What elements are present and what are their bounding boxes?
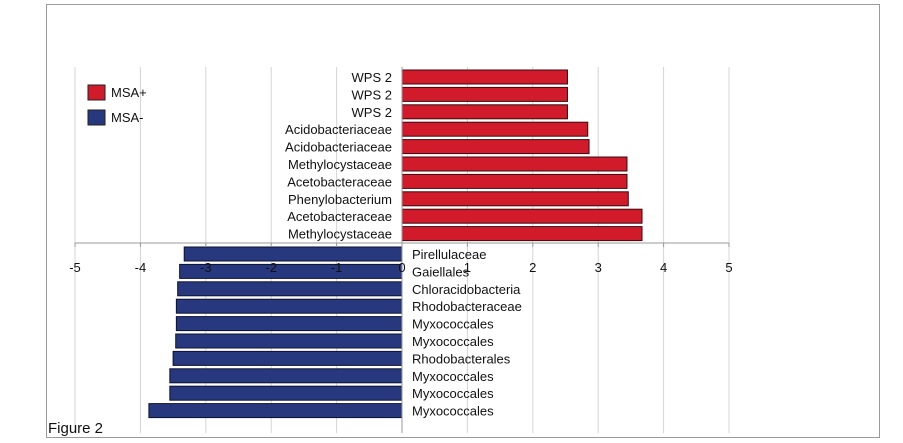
bar-positive	[401, 121, 589, 137]
bar-negative	[172, 350, 403, 366]
tick-label: 1	[464, 260, 471, 275]
legend-swatch	[87, 109, 106, 126]
category-label: WPS 2	[352, 70, 392, 85]
category-label: Pirellulaceae	[412, 247, 486, 262]
bar-negative	[179, 263, 403, 279]
category-label: Rhodobacterales	[412, 351, 511, 366]
category-label: Acidobacteriaceae	[285, 122, 392, 137]
bar-positive	[401, 208, 643, 224]
bar-positive	[401, 173, 628, 189]
bar-negative	[183, 246, 403, 262]
legend-label: MSA-	[111, 110, 144, 125]
tick-label: 3	[595, 260, 602, 275]
tick-label: -2	[265, 260, 277, 275]
tick-label: -4	[135, 260, 147, 275]
bar-negative	[169, 368, 403, 384]
category-label: Acetobacteraceae	[287, 209, 392, 224]
chart-frame: -5 -4 -3 -2 -1 0 1 2 3 4 5 WPS 2 WPS 2 WPS 2 Acidobac…	[46, 4, 880, 438]
x-axis: -5 -4 -3 -2 -1 0 1 2 3 4 5	[69, 67, 733, 433]
category-label: WPS 2	[352, 87, 392, 102]
category-label: WPS 2	[352, 105, 392, 120]
bar-negative	[175, 316, 403, 332]
category-label: Myxococcales	[412, 317, 494, 332]
category-label: Methylocystaceae	[288, 227, 392, 242]
bar-positive	[401, 191, 629, 207]
tick-label: -3	[200, 260, 212, 275]
legend-label: MSA+	[111, 85, 147, 100]
category-label: Acetobacteraceae	[287, 174, 392, 189]
category-label: Gaiellales	[412, 264, 470, 279]
bar-positive	[401, 139, 590, 155]
bar-positive	[401, 226, 643, 242]
category-label: Acidobacteriaceae	[285, 140, 392, 155]
category-label: Rhodobacteraceae	[412, 299, 522, 314]
category-label: Myxococcales	[412, 334, 494, 349]
tick-label: 4	[660, 260, 667, 275]
bar-positive	[401, 156, 628, 172]
legend-swatch	[87, 84, 106, 101]
tick-label: 2	[529, 260, 536, 275]
tick-label: 0	[398, 260, 405, 275]
bar-chart: -5 -4 -3 -2 -1 0 1 2 3 4 5 WPS 2 WPS 2 WPS 2 Acidobac…	[69, 67, 733, 433]
bar-negative	[175, 333, 403, 349]
bars	[148, 69, 643, 419]
tick-label: 5	[725, 260, 732, 275]
category-label: Myxococcales	[412, 369, 494, 384]
bar-positive	[401, 86, 568, 102]
category-labels: WPS 2 WPS 2 WPS 2 Acidobacteriaceae Acidobac…	[285, 70, 522, 419]
bar-negative	[175, 298, 403, 314]
bar-positive	[401, 104, 568, 120]
category-label: Methylocystaceae	[288, 157, 392, 172]
tick-label: -5	[69, 260, 81, 275]
category-label: Phenylobacterium	[288, 192, 392, 207]
bar-negative	[148, 403, 403, 419]
category-label: Myxococcales	[412, 404, 494, 419]
tick-label: -1	[331, 260, 343, 275]
category-label: Myxococcales	[412, 386, 494, 401]
category-label: Chloracidobacteria	[412, 282, 521, 297]
bar-negative	[177, 281, 403, 297]
bar-negative	[169, 385, 403, 401]
bar-positive	[401, 69, 568, 85]
legend: MSA+ MSA-	[87, 84, 147, 126]
figure-caption: Figure 2	[48, 420, 104, 437]
